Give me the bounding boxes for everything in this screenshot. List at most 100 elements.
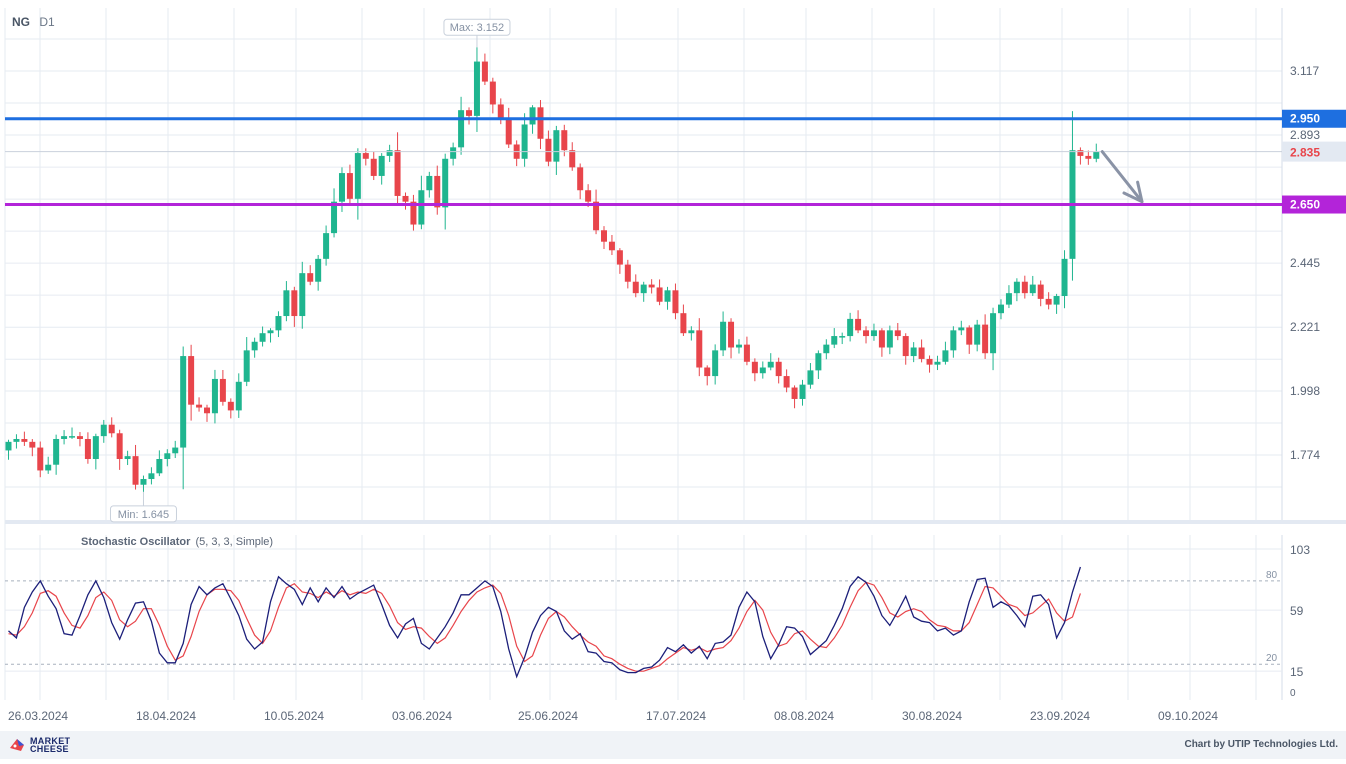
- arrow-head: [1122, 180, 1144, 204]
- candle-body: [934, 361, 941, 365]
- candle-body: [251, 341, 258, 351]
- candle-body: [950, 330, 957, 351]
- candle-body: [1029, 284, 1036, 294]
- candle-body: [180, 356, 187, 448]
- chart-background: [0, 0, 1346, 731]
- stoch-title: Stochastic Oscillator (5, 3, 3, Simple): [81, 536, 273, 548]
- candle-body: [751, 361, 758, 374]
- candle-body: [966, 327, 973, 345]
- x-tick-label: 23.09.2024: [1030, 709, 1090, 723]
- stoch-y-tick-label: 59: [1290, 604, 1304, 618]
- candle-body: [354, 153, 361, 199]
- candle-body: [299, 273, 306, 317]
- symbol-name: NG: [12, 15, 30, 29]
- candle-body: [275, 316, 282, 331]
- candle-body: [918, 347, 925, 359]
- candle-body: [767, 361, 774, 368]
- candle-body: [529, 107, 536, 125]
- candle-body: [656, 287, 663, 302]
- stoch-y-tick-label: 0: [1290, 688, 1296, 699]
- candle-body: [21, 438, 28, 442]
- level-badge-label: 2.950: [1290, 112, 1320, 126]
- candle-body: [743, 344, 750, 362]
- candle-body: [680, 313, 687, 334]
- y-tick-label: 2.445: [1290, 256, 1320, 270]
- candle-body: [323, 233, 330, 259]
- stoch-k-line: [8, 566, 1082, 679]
- candle-body: [378, 155, 385, 176]
- candle-body: [775, 361, 782, 377]
- candle-body: [855, 318, 862, 331]
- cheese-logo-icon: [10, 739, 24, 751]
- candle-body: [1021, 281, 1028, 294]
- stoch-params: (5, 3, 3, Simple): [195, 536, 273, 548]
- timeframe-label: D1: [39, 15, 55, 29]
- candle-body: [601, 230, 607, 242]
- candle-body: [720, 321, 727, 351]
- candle-body: [894, 330, 901, 337]
- candle-body: [76, 436, 83, 439]
- candle-body: [108, 424, 115, 434]
- x-tick-label: 17.07.2024: [646, 709, 706, 723]
- brand-logo[interactable]: MARKET CHEESE: [8, 736, 70, 754]
- y-tick-label: 2.221: [1290, 320, 1320, 334]
- candle-body: [735, 344, 742, 348]
- candle-body: [815, 353, 822, 371]
- candle-body: [942, 350, 949, 362]
- max-callout: Max: 3.152: [443, 18, 511, 48]
- level-badge-label: 2.650: [1290, 198, 1320, 212]
- y-tick-label: 3.117: [1290, 64, 1319, 78]
- candle-body: [45, 464, 52, 471]
- candle-body: [1085, 155, 1092, 159]
- x-axis-ticks: 26.03.2024 18.04.2024 10.05.2024 03.06.2024…: [8, 709, 1218, 723]
- candle-body: [608, 241, 615, 251]
- candle-body: [1037, 284, 1044, 299]
- level-badge: [1282, 195, 1346, 214]
- candle-body: [870, 330, 877, 337]
- candle-body: [148, 473, 155, 480]
- candle-body: [315, 258, 322, 282]
- candle-body: [902, 336, 909, 357]
- y-tick-label: 1.774: [1290, 448, 1320, 462]
- candle-body: [434, 175, 441, 208]
- candle-body: [537, 107, 544, 139]
- candle-body: [37, 447, 44, 471]
- symbol-label: NG D1: [12, 15, 55, 29]
- candle-body: [863, 330, 870, 337]
- current-price-label: 2.835: [1290, 146, 1320, 160]
- y-tick-label: 2.893: [1290, 128, 1320, 142]
- brand-line-2: CHEESE: [30, 744, 69, 754]
- candle-body: [1077, 150, 1084, 156]
- candle-body: [402, 195, 409, 202]
- candle-body: [124, 456, 131, 460]
- min-callout-text: Min: 1.645: [118, 509, 169, 521]
- candle-body: [664, 290, 671, 302]
- resistance-level: 2.950: [5, 109, 1346, 128]
- candle-body: [29, 441, 36, 448]
- candle-body: [442, 158, 449, 208]
- candle-body: [259, 333, 266, 342]
- candle-body: [878, 330, 885, 348]
- candle-body: [958, 327, 965, 331]
- candle-body: [394, 150, 401, 196]
- footer-bar: MARKET CHEESE Chart by UTIP Technologies…: [0, 731, 1346, 759]
- candle-body: [728, 321, 735, 348]
- pane-separator: [5, 520, 1346, 524]
- candle-body: [370, 158, 377, 176]
- candle-body: [156, 459, 163, 474]
- candle-body: [672, 290, 679, 314]
- level-badge: [1282, 109, 1346, 128]
- candle-body: [69, 436, 76, 438]
- stoch-level-label: 20: [1266, 653, 1278, 664]
- candle-body: [1093, 151, 1100, 159]
- min-callout: Min: 1.645: [109, 491, 177, 523]
- candle-body: [450, 147, 457, 159]
- brand-line-1: MARKET: [30, 736, 71, 746]
- candle-body: [998, 304, 1004, 314]
- candle-body: [410, 201, 417, 225]
- candle-body: [593, 201, 600, 231]
- stoch-d-line: [8, 581, 1081, 672]
- candle-body: [116, 433, 123, 460]
